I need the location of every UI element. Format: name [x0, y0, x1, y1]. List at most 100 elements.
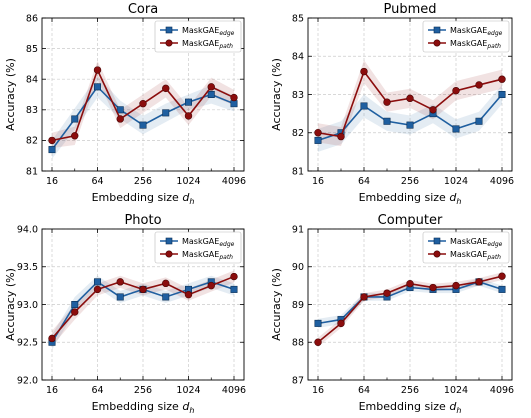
legend-box	[154, 20, 242, 53]
data-point-edge	[207, 91, 215, 99]
x-axis-label: Embedding size dh	[359, 191, 462, 206]
data-point-path	[360, 67, 368, 76]
data-point-edge	[162, 293, 170, 301]
x-tick-label: 4096	[490, 385, 514, 396]
data-point-path	[207, 83, 215, 91]
y-tick-label: 81	[292, 166, 304, 177]
chart-title: Photo	[124, 213, 161, 228]
x-axis-label: Embedding size dh	[92, 400, 195, 415]
x-tick-label: 256	[134, 385, 152, 396]
y-tick-label: 89	[292, 300, 304, 311]
data-point-path	[162, 279, 170, 288]
y-axis-label: Accuracy (%)	[4, 268, 17, 341]
legend-box	[154, 231, 242, 264]
chart-title: Pubmed	[383, 2, 436, 17]
data-point-path	[116, 278, 124, 286]
x-tick-label: 1024	[444, 176, 468, 187]
data-point-edge	[406, 121, 414, 129]
x-tick-label: 256	[401, 176, 419, 187]
data-point-path	[162, 84, 170, 93]
data-point-path	[475, 278, 483, 286]
y-tick-label: 87	[292, 375, 304, 386]
data-point-path	[48, 136, 56, 145]
data-point-path	[452, 281, 460, 290]
data-point-path	[207, 281, 215, 290]
x-tick-label: 256	[134, 176, 152, 187]
chart-title: Cora	[128, 2, 158, 17]
data-point-path	[48, 334, 56, 343]
y-tick-label: 85	[292, 13, 304, 24]
data-point-edge	[383, 117, 391, 125]
legend-label-edge: MaskGAEedge	[182, 237, 235, 248]
legend-marker-edge	[165, 237, 173, 245]
data-point-edge	[498, 285, 506, 293]
data-point-edge	[116, 293, 124, 301]
data-point-path	[314, 129, 322, 137]
data-point-path	[230, 93, 238, 102]
chart-panel-pubmed: 81 82 83 84 85 16 64 256 1024 4096 Pubmed Embedding…	[270, 2, 514, 206]
legend-marker-edge	[433, 26, 441, 34]
data-point-path	[429, 283, 437, 292]
data-point-edge	[498, 91, 506, 99]
x-tick-label: 16	[46, 385, 58, 396]
x-tick-label: 4096	[222, 176, 246, 187]
y-axis-label: Accuracy (%)	[4, 58, 17, 131]
data-point-edge	[162, 109, 170, 117]
data-point-edge	[185, 98, 193, 106]
x-tick-label: 64	[91, 176, 103, 187]
x-tick-label: 16	[46, 176, 58, 187]
data-point-path	[71, 132, 79, 140]
data-point-path	[184, 112, 193, 120]
y-tick-label: 82	[26, 136, 38, 147]
legend-marker-edge	[165, 26, 173, 34]
data-point-path	[429, 106, 437, 114]
x-tick-label: 64	[358, 176, 370, 187]
y-tick-label: 84	[26, 75, 38, 86]
legend-label-edge: MaskGAEedge	[450, 26, 503, 37]
data-point-edge	[314, 136, 322, 144]
x-tick-label: 1024	[176, 385, 200, 396]
data-point-path	[498, 75, 506, 83]
std-band-edge	[318, 84, 502, 152]
legend-marker-path	[433, 250, 441, 258]
y-tick-label: 92.0	[17, 375, 38, 386]
legend-label-edge: MaskGAEedge	[182, 26, 235, 37]
y-tick-label: 84	[292, 52, 304, 63]
chart-panel-cora: 81 82 83 84 85 86 16 64 256 1024 4096 Cora Embedding…	[4, 2, 246, 206]
y-tick-label: 90	[292, 262, 304, 273]
legend-marker-path	[433, 39, 441, 47]
data-point-path	[452, 86, 460, 95]
chart-title: Computer	[378, 213, 443, 228]
data-point-edge	[71, 115, 79, 123]
data-point-path	[383, 98, 391, 106]
data-point-path	[406, 94, 414, 103]
data-point-path	[230, 272, 238, 281]
x-axis-label: Embedding size dh	[92, 191, 195, 206]
std-band-path	[318, 60, 502, 147]
data-point-path	[337, 132, 345, 141]
data-point-path	[383, 289, 391, 297]
std-band-edge	[52, 76, 234, 159]
x-tick-label: 1024	[176, 176, 200, 187]
data-point-path	[71, 308, 79, 316]
legend-label-edge: MaskGAEedge	[450, 237, 503, 248]
data-point-edge	[139, 121, 147, 129]
legend-label-path: MaskGAEpath	[450, 250, 501, 261]
data-point-edge	[48, 146, 56, 154]
x-axis-label: Embedding size dh	[359, 400, 462, 415]
chart-panel-photo: 92.0 92.5 93.0 93.5 94.0 16 64 256 1024 4096 Photo…	[4, 213, 246, 415]
y-tick-label: 94.0	[17, 224, 38, 235]
y-axis-label: Accuracy (%)	[270, 58, 283, 131]
legend-marker-path	[165, 250, 173, 258]
y-tick-label: 88	[292, 338, 304, 349]
data-point-path	[139, 99, 147, 108]
legend-marker-edge	[433, 237, 441, 245]
data-point-edge	[314, 319, 322, 327]
data-point-path	[498, 272, 506, 280]
y-tick-label: 91	[292, 224, 304, 235]
y-tick-label: 85	[26, 44, 38, 55]
data-point-edge	[116, 106, 124, 114]
y-tick-label: 83	[26, 105, 38, 116]
x-tick-label: 256	[401, 385, 419, 396]
legend-box	[422, 20, 510, 53]
